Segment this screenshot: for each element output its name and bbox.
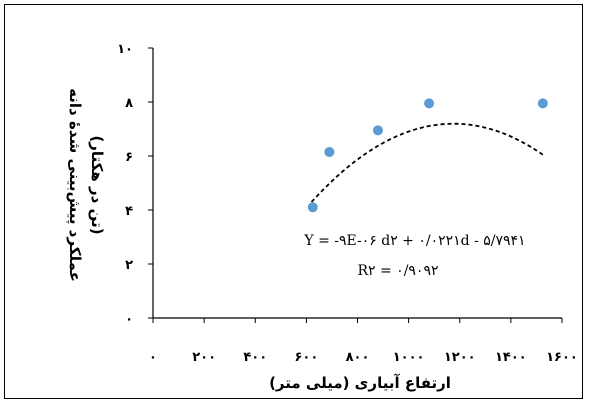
r-squared-text: R۲ = ۰/۹۰۹۲ <box>357 263 438 279</box>
y-axis-title-line2: (تن در هکتار) <box>88 135 106 234</box>
x-ticks: ۰ ۲۰۰ ۴۰۰ ۶۰۰ ۸۰۰ ۱۰۰۰ ۱۲۰۰ ۱۴۰۰ ۱۶۰۰ <box>149 318 578 365</box>
y-tick-label: ۸ <box>125 96 133 111</box>
y-tick-label: ۴ <box>125 204 133 219</box>
x-tick-label: ۱۴۰۰ <box>495 350 527 365</box>
x-tick-label: ۸۰۰ <box>346 350 370 365</box>
data-point <box>424 98 435 109</box>
x-tick-label: ۲۰۰ <box>192 350 216 365</box>
x-axis-title: ارتفاع آبیاری (میلی متر) <box>269 374 451 392</box>
chart-frame <box>4 4 583 399</box>
x-tick-label: ۰ <box>149 350 157 365</box>
y-axis-title: عملکرد پیش‌بینی شدهٔ دانه (تن در هکتار) <box>65 88 106 282</box>
data-points <box>307 98 548 213</box>
equation-text: Y = -۹E-۰۶ d۲ + ۰/۰۲۲۱d - ۵/۷۹۴۱ <box>303 233 525 249</box>
trendline <box>310 122 544 203</box>
y-tick-label: ۶ <box>125 150 133 165</box>
x-tick-label: ۱۰۰۰ <box>393 350 425 365</box>
data-point <box>324 146 335 157</box>
x-tick-label: ۱۶۰۰ <box>546 350 578 365</box>
y-ticks: ۰ ۲ ۴ ۶ ۸ ۱۰ <box>117 42 153 327</box>
data-point <box>537 98 548 109</box>
data-point <box>307 202 318 213</box>
x-tick-label: ۱۲۰۰ <box>444 350 476 365</box>
y-axis-title-line1: عملکرد پیش‌بینی شدهٔ دانه <box>65 88 84 282</box>
data-point <box>372 125 383 136</box>
y-tick-label: ۰ <box>125 312 133 327</box>
y-tick-label: ۱۰ <box>117 42 133 57</box>
x-tick-label: ۶۰۰ <box>294 350 318 365</box>
y-tick-label: ۲ <box>125 258 133 273</box>
x-tick-label: ۴۰۰ <box>243 350 267 365</box>
